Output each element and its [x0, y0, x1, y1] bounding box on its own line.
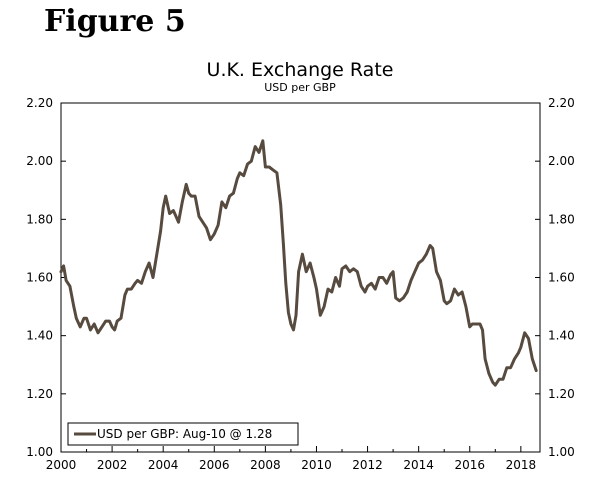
series-line-usd-per-gbp [59, 139, 538, 387]
x-tick-label: 2008 [250, 458, 281, 472]
axis-tick-labels: 1.00 1.00 1.20 1.20 1.40 1.40 1.60 1.60 1.80 1.80… [26, 96, 574, 472]
chart-title: U.K. Exchange Rate [207, 59, 394, 81]
y-tick-label-left: 1.60 [26, 271, 53, 285]
chart-subtitle: USD per GBP [264, 81, 336, 94]
y-tick-label-left: 1.00 [26, 445, 53, 459]
y-tick-label-right: 2.20 [548, 96, 575, 110]
x-tick-label: 2014 [403, 458, 434, 472]
x-tick-label: 2018 [506, 458, 537, 472]
x-tick-label: 2006 [199, 458, 230, 472]
x-tick-label: 2016 [454, 458, 485, 472]
legend-label: USD per GBP: Aug-10 @ 1.28 [97, 427, 272, 441]
y-tick-label-right: 1.00 [548, 445, 575, 459]
y-tick-label-left: 2.00 [26, 154, 53, 168]
y-tick-label-right: 2.00 [548, 154, 575, 168]
y-tick-label-left: 1.20 [26, 387, 53, 401]
y-tick-label-right: 1.20 [548, 387, 575, 401]
legend: USD per GBP: Aug-10 @ 1.28 [67, 422, 299, 446]
x-tick-label: 2004 [148, 458, 179, 472]
x-tick-label: 2000 [46, 458, 77, 472]
axis-ticks [60, 102, 540, 453]
legend-box [67, 422, 299, 446]
x-tick-label: 2012 [352, 458, 383, 472]
y-tick-label-right: 1.80 [548, 212, 575, 226]
y-tick-label-left: 1.80 [26, 212, 53, 226]
y-tick-label-left: 2.20 [26, 96, 53, 110]
plot-area-frame [60, 102, 541, 453]
x-tick-label: 2010 [301, 458, 332, 472]
y-tick-label-right: 1.60 [548, 271, 575, 285]
x-tick-label: 2002 [97, 458, 128, 472]
figure-label: Figure 5 [44, 4, 186, 39]
y-tick-label-right: 1.40 [548, 329, 575, 343]
y-tick-label-left: 1.40 [26, 329, 53, 343]
